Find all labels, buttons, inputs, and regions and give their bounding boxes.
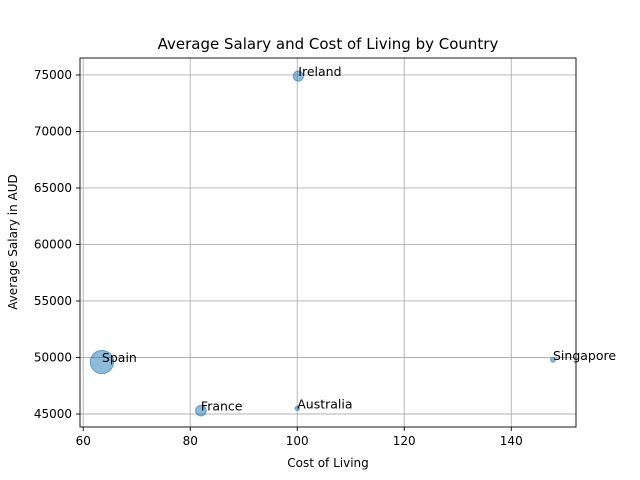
y-tick-label: 65000 [34,181,72,195]
point-label-layer: Australia Singapore Ireland France Spain [102,64,616,414]
x-tick-label: 120 [393,434,416,448]
x-tick-label: 60 [76,434,91,448]
chart-title: Average Salary and Cost of Living by Cou… [158,35,499,53]
point-label-spain: Spain [102,350,137,365]
grid-layer [80,58,576,427]
bubble-australia [294,405,300,412]
bubble-spain [89,349,115,375]
bubble-singapore [550,356,556,363]
bubble-france [195,404,207,417]
point-label-singapore: Singapore [553,348,616,363]
y-tick-label: 50000 [34,350,72,364]
point-label-france: France [201,399,243,414]
x-axis-label: Cost of Living [287,456,369,470]
y-tick-label: 75000 [34,68,72,82]
y-tick-label: 60000 [34,237,72,251]
x-tick-label: 100 [286,434,309,448]
point-label-ireland: Ireland [298,64,341,79]
x-tick-label: 140 [500,434,523,448]
y-tick-label: 55000 [34,294,72,308]
x-tick-label: 80 [183,434,198,448]
bubble-layer [89,70,556,417]
bubble-ireland [292,70,304,82]
tick-layer: 60 80 100 120 140 45000 50000 55000 60000 65000 70… [34,68,523,448]
plot-frame [79,57,577,428]
y-tick-label: 70000 [34,124,72,138]
y-tick-label: 45000 [34,407,72,421]
y-axis-label: Average Salary in AUD [6,174,20,310]
point-label-australia: Australia [297,396,352,411]
